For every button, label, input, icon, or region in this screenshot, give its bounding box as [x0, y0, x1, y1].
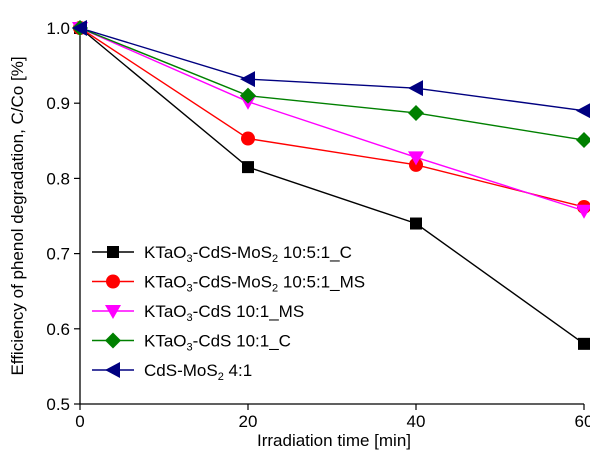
series-line [79, 27, 585, 345]
circle-marker [241, 131, 255, 146]
circle-marker [106, 274, 120, 289]
x-tick-label: 40 [407, 412, 426, 431]
y-axis-label: Efficiency of phenol degradation, C/Co [… [8, 56, 27, 375]
triangle-down-marker [105, 305, 121, 319]
x-tick-label: 60 [575, 412, 590, 431]
y-tick-label: 1.0 [46, 19, 70, 38]
x-tick-label: 0 [75, 412, 84, 431]
legend-entry-4: CdS-MoS2 4:1 [92, 361, 252, 383]
axes: 0 20 40 60 0.5 0.6 0.7 0.8 0.9 1.0 [46, 19, 590, 431]
y-tick-label: 0.5 [46, 395, 70, 414]
series-layer [72, 20, 590, 350]
legend-label: KTaO3-CdS-MoS2 10:5:1_MS [144, 273, 365, 295]
triangle-left-marker [408, 80, 423, 97]
diamond-marker [240, 87, 256, 104]
diamond-marker [408, 104, 424, 121]
diamond-marker [576, 132, 590, 149]
x-tick-label: 20 [239, 412, 258, 431]
series-4 [72, 20, 590, 119]
series-0 [74, 22, 590, 350]
square-marker [242, 161, 254, 174]
series-line [79, 27, 585, 112]
legend-entry-0: KTaO3-CdS-MoS2 10:5:1_C [92, 243, 352, 265]
legend-entry-2: KTaO3-CdS 10:1_MS [92, 302, 304, 324]
x-axis-label: Irradiation time [min] [257, 431, 411, 450]
triangle-left-marker [72, 20, 87, 36]
legend-label: KTaO3-CdS 10:1_MS [144, 302, 304, 324]
square-marker [410, 217, 422, 230]
legend: KTaO3-CdS-MoS2 10:5:1_C KTaO3-CdS-MoS2 10… [92, 243, 365, 383]
legend-entry-1: KTaO3-CdS-MoS2 10:5:1_MS [92, 273, 365, 295]
triangle-down-marker [576, 204, 590, 219]
y-tick-label: 0.6 [46, 320, 70, 339]
triangle-down-marker [408, 151, 424, 166]
diamond-marker [105, 332, 121, 349]
legend-entry-3: KTaO3-CdS 10:1_C [92, 332, 291, 354]
y-tick-label: 0.8 [46, 169, 70, 188]
triangle-left-marker [105, 362, 120, 378]
triangle-left-marker [576, 103, 590, 119]
series-line [79, 27, 585, 212]
series-line [79, 27, 585, 141]
y-tick-label: 0.7 [46, 245, 70, 264]
triangle-left-marker [240, 71, 255, 88]
series-line [79, 27, 585, 208]
y-tick-label: 0.9 [46, 94, 70, 113]
legend-label: CdS-MoS2 4:1 [144, 361, 252, 383]
legend-label: KTaO3-CdS 10:1_C [144, 332, 291, 354]
square-marker [107, 246, 119, 258]
legend-label: KTaO3-CdS-MoS2 10:5:1_C [144, 243, 352, 265]
square-marker [578, 337, 590, 350]
